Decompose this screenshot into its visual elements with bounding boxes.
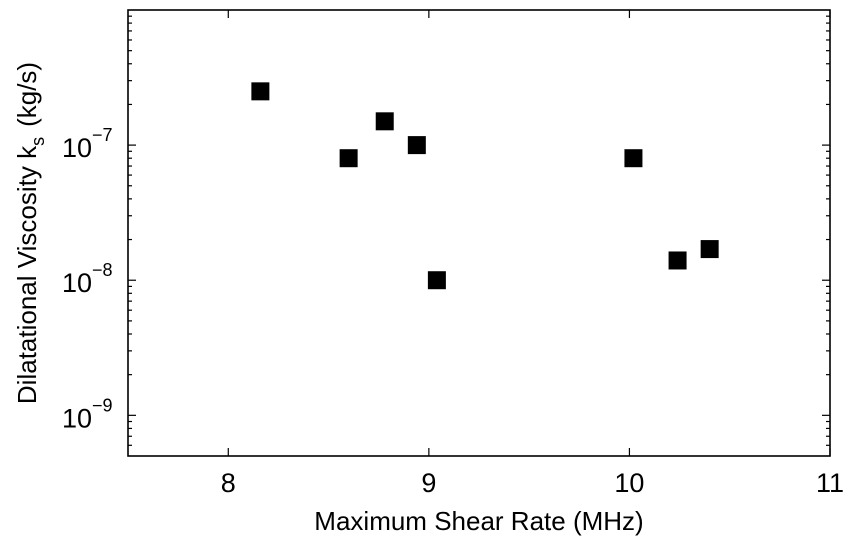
- data-point: [700, 240, 719, 259]
- data-point: [375, 112, 394, 131]
- data-point: [339, 149, 358, 168]
- y-axis-label: Dilatational Viscosity ks (kg/s): [12, 62, 48, 404]
- y-axis-label-subscript: s: [28, 137, 48, 146]
- y-tick-label: 10−9: [62, 395, 113, 433]
- x-tick-label: 10: [614, 468, 644, 498]
- x-tick-label: 8: [221, 468, 236, 498]
- data-points: [251, 82, 719, 290]
- y-tick-label: 10−7: [62, 125, 113, 163]
- x-tick-label: 11: [816, 468, 844, 498]
- data-point: [427, 271, 446, 290]
- data-point: [668, 251, 687, 270]
- y-axis-label-unit: (kg/s): [12, 62, 42, 127]
- x-axis-label: Maximum Shear Rate (MHz): [314, 506, 643, 536]
- y-tick-label: 10−8: [62, 260, 113, 298]
- y-axis-ticks: 10−9 10−8 10−7: [62, 15, 830, 446]
- data-point: [407, 136, 426, 155]
- data-point: [624, 149, 643, 168]
- x-tick-label: 9: [421, 468, 436, 498]
- x-axis-ticks: 8 9 10 11: [221, 10, 844, 498]
- y-axis-label-main: Dilatational Viscosity k: [12, 145, 42, 404]
- data-point: [251, 82, 270, 101]
- plot-frame: [127, 9, 831, 457]
